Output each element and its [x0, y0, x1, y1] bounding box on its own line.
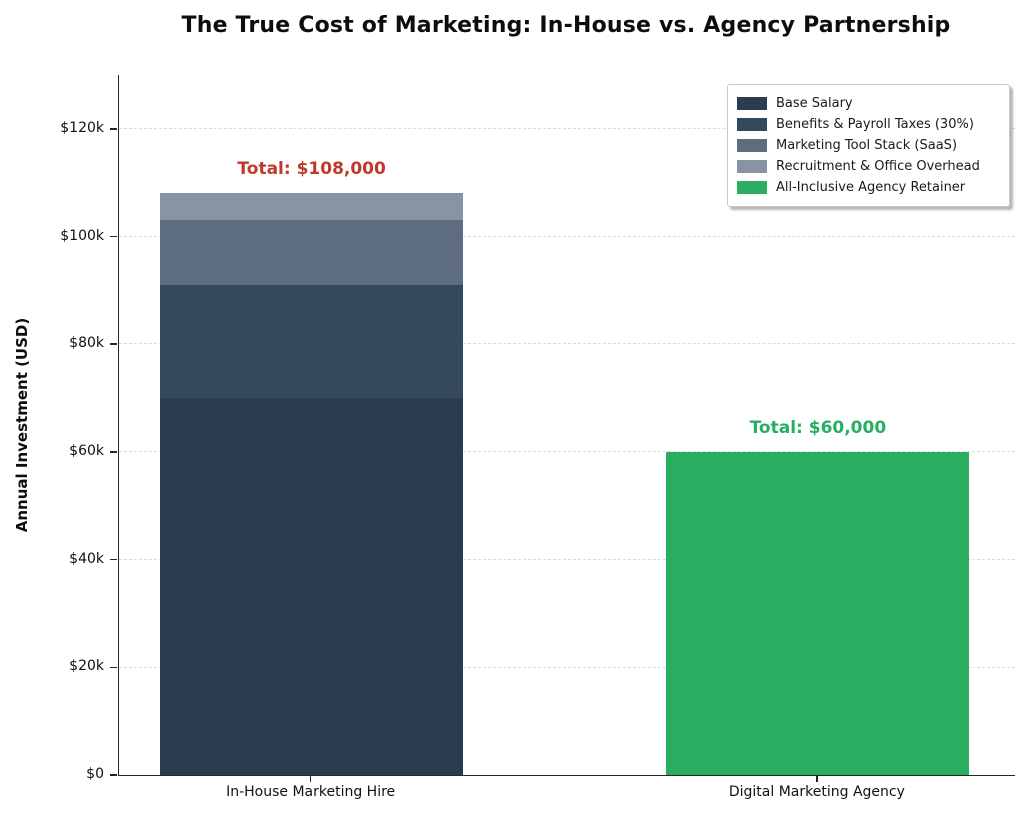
y-tick-label: $20k: [69, 658, 104, 675]
gridline: [119, 343, 1015, 345]
legend-item: Benefits & Payroll Taxes (30%): [737, 114, 999, 135]
y-tick-label: $80k: [69, 335, 104, 352]
legend-label: Recruitment & Office Overhead: [776, 159, 980, 174]
legend-swatch-tool-stack: [737, 139, 767, 152]
legend-label: Base Salary: [776, 96, 853, 111]
x-tick-mark: [816, 775, 818, 782]
chart-title: The True Cost of Marketing: In-House vs.…: [181, 13, 951, 38]
y-tick-mark: [110, 235, 117, 238]
gridline: [119, 451, 1015, 453]
y-tick-label: $100k: [60, 227, 104, 244]
legend-label: Marketing Tool Stack (SaaS): [776, 138, 958, 153]
gridline: [119, 666, 1015, 668]
y-tick-mark: [110, 451, 117, 453]
y-tick-mark: [110, 558, 117, 561]
bar-segment-base-salary: [160, 398, 464, 775]
legend-swatch-recruitment: [737, 160, 767, 173]
plot-area: Total: $108,000 Total: $60,000: [118, 75, 1015, 776]
y-tick-label: $120k: [60, 119, 104, 136]
legend-item: Base Salary: [737, 93, 999, 114]
bar-segment-marketing-tool-stack-saas-: [160, 220, 464, 285]
y-tick-label: $60k: [69, 442, 104, 459]
legend-item: All-Inclusive Agency Retainer: [737, 177, 999, 198]
gridline: [119, 235, 1015, 237]
y-tick-mark: [110, 666, 117, 669]
legend: Base Salary Benefits & Payroll Taxes (30…: [727, 84, 1010, 207]
y-tick-label: $40k: [69, 550, 104, 567]
total-annotation: Total: $108,000: [237, 159, 386, 180]
legend-swatch-base-salary: [737, 97, 767, 110]
legend-swatch-agency-retainer: [737, 181, 767, 194]
gridline: [119, 128, 1015, 130]
legend-label: All-Inclusive Agency Retainer: [776, 180, 966, 195]
y-tick-mark: [110, 774, 117, 776]
legend-label: Benefits & Payroll Taxes (30%): [776, 117, 974, 132]
gridline: [119, 558, 1015, 560]
bar-segment-recruitment-office-overhead: [160, 193, 464, 221]
x-tick-mark: [309, 775, 312, 782]
legend-item: Marketing Tool Stack (SaaS): [737, 135, 999, 156]
total-annotation: Total: $60,000: [749, 417, 887, 438]
x-tick-label: Digital Marketing Agency: [728, 784, 905, 800]
y-tick-label: $0: [86, 766, 104, 782]
legend-item: Recruitment & Office Overhead: [737, 156, 999, 177]
y-tick-mark: [110, 128, 117, 130]
bar-segment-benefits-payroll-taxes-30-: [160, 285, 464, 399]
legend-swatch-benefits: [737, 118, 767, 131]
bar-segment-all-inclusive-agency-retainer: [666, 451, 970, 775]
x-tick-label: In-House Marketing Hire: [226, 784, 396, 800]
y-tick-mark: [110, 343, 117, 345]
